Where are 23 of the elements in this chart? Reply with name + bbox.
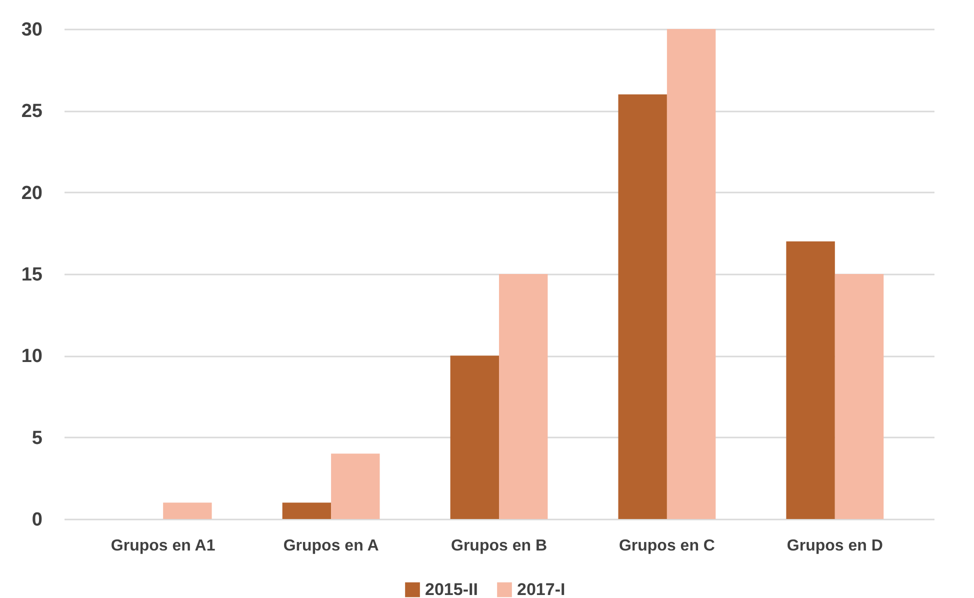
legend-label: 2017-I bbox=[517, 580, 566, 598]
y-tick-label: 15 bbox=[21, 264, 43, 286]
x-tick-label: Grupos en B bbox=[450, 538, 548, 554]
bar bbox=[499, 274, 548, 519]
bar bbox=[834, 274, 884, 519]
bar bbox=[450, 356, 499, 519]
y-tick-label: 5 bbox=[32, 428, 43, 449]
bar bbox=[786, 241, 835, 519]
x-tick-label: Grupos en C bbox=[618, 538, 716, 554]
y-tick-label: 30 bbox=[21, 20, 42, 40]
x-tick-label: Grupos en A1 bbox=[110, 538, 216, 554]
x-tick-label: Grupos en D bbox=[786, 538, 883, 554]
y-tick-label: 10 bbox=[21, 346, 42, 368]
y-tick-label: 0 bbox=[32, 510, 42, 530]
x-tick-label: Grupos en A bbox=[283, 538, 380, 554]
bar bbox=[282, 502, 332, 519]
legend-label: 2015-II bbox=[425, 580, 478, 598]
y-tick-label: 20 bbox=[21, 182, 42, 204]
bar bbox=[163, 502, 212, 519]
bar bbox=[618, 94, 667, 519]
y-tick-label: 25 bbox=[21, 101, 43, 122]
bar bbox=[331, 454, 380, 519]
bar bbox=[666, 29, 716, 519]
